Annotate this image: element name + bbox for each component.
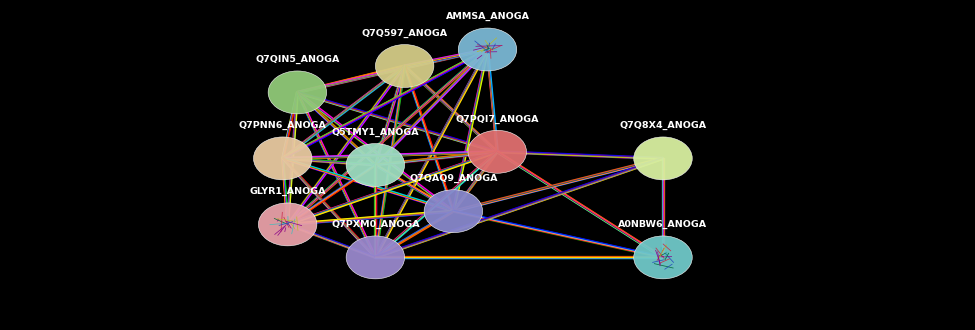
- Ellipse shape: [346, 236, 405, 279]
- Text: AMMSA_ANOGA: AMMSA_ANOGA: [446, 12, 529, 21]
- Text: Q7QIN5_ANOGA: Q7QIN5_ANOGA: [255, 55, 339, 64]
- Ellipse shape: [424, 190, 483, 233]
- Text: Q7PQI7_ANOGA: Q7PQI7_ANOGA: [455, 115, 539, 124]
- Text: Q7Q8X4_ANOGA: Q7Q8X4_ANOGA: [619, 121, 707, 130]
- Ellipse shape: [634, 137, 692, 180]
- Text: Q5TMY1_ANOGA: Q5TMY1_ANOGA: [332, 128, 419, 137]
- Text: Q7PNN6_ANOGA: Q7PNN6_ANOGA: [239, 121, 327, 130]
- Ellipse shape: [258, 203, 317, 246]
- Text: Q7PXM0_ANOGA: Q7PXM0_ANOGA: [332, 220, 419, 229]
- Ellipse shape: [268, 71, 327, 114]
- Ellipse shape: [468, 130, 526, 173]
- Ellipse shape: [346, 144, 405, 186]
- Ellipse shape: [254, 137, 312, 180]
- Ellipse shape: [634, 236, 692, 279]
- Text: GLYR1_ANOGA: GLYR1_ANOGA: [250, 187, 326, 196]
- Text: Q7QAQ9_ANOGA: Q7QAQ9_ANOGA: [410, 174, 497, 183]
- Text: A0NBW6_ANOGA: A0NBW6_ANOGA: [618, 220, 708, 229]
- Ellipse shape: [375, 45, 434, 87]
- Ellipse shape: [458, 28, 517, 71]
- Text: Q7Q597_ANOGA: Q7Q597_ANOGA: [362, 29, 448, 38]
